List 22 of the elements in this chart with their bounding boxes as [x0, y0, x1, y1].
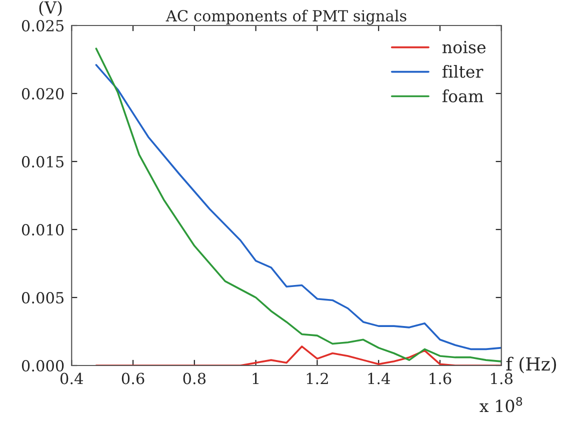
- y-tick-label: 0.015: [22, 156, 64, 168]
- legend-label: noise: [442, 40, 486, 54]
- legend-label: filter: [442, 64, 484, 78]
- y-tick-label: 0.005: [22, 292, 64, 304]
- x-tick-label: 1.2: [306, 372, 328, 384]
- y-tick-label: 0.000: [22, 360, 64, 372]
- line-series: [95, 346, 502, 366]
- x-tick-label: 0.8: [183, 372, 206, 384]
- x-tick-label: 0.6: [122, 372, 144, 384]
- x-tick-label: 1.6: [430, 372, 452, 384]
- y-axis-title: (V): [39, 0, 62, 16]
- chart-title: AC components of PMT signals: [166, 10, 406, 25]
- x-tick-label: 1.8: [491, 372, 512, 384]
- y-tick-label: 0.020: [22, 88, 64, 100]
- x-axis-title: f (Hz): [506, 356, 556, 374]
- x-tick-label: 0.4: [60, 372, 84, 384]
- x-tick-label: 1.4: [368, 372, 390, 384]
- x-tick-label: 1: [252, 372, 258, 384]
- text: x 10$^{8}$: [480, 396, 522, 412]
- y-tick-label: 0.010: [22, 224, 64, 236]
- y-tick-label: 0.025: [22, 20, 64, 32]
- legend-label: foam: [442, 89, 484, 102]
